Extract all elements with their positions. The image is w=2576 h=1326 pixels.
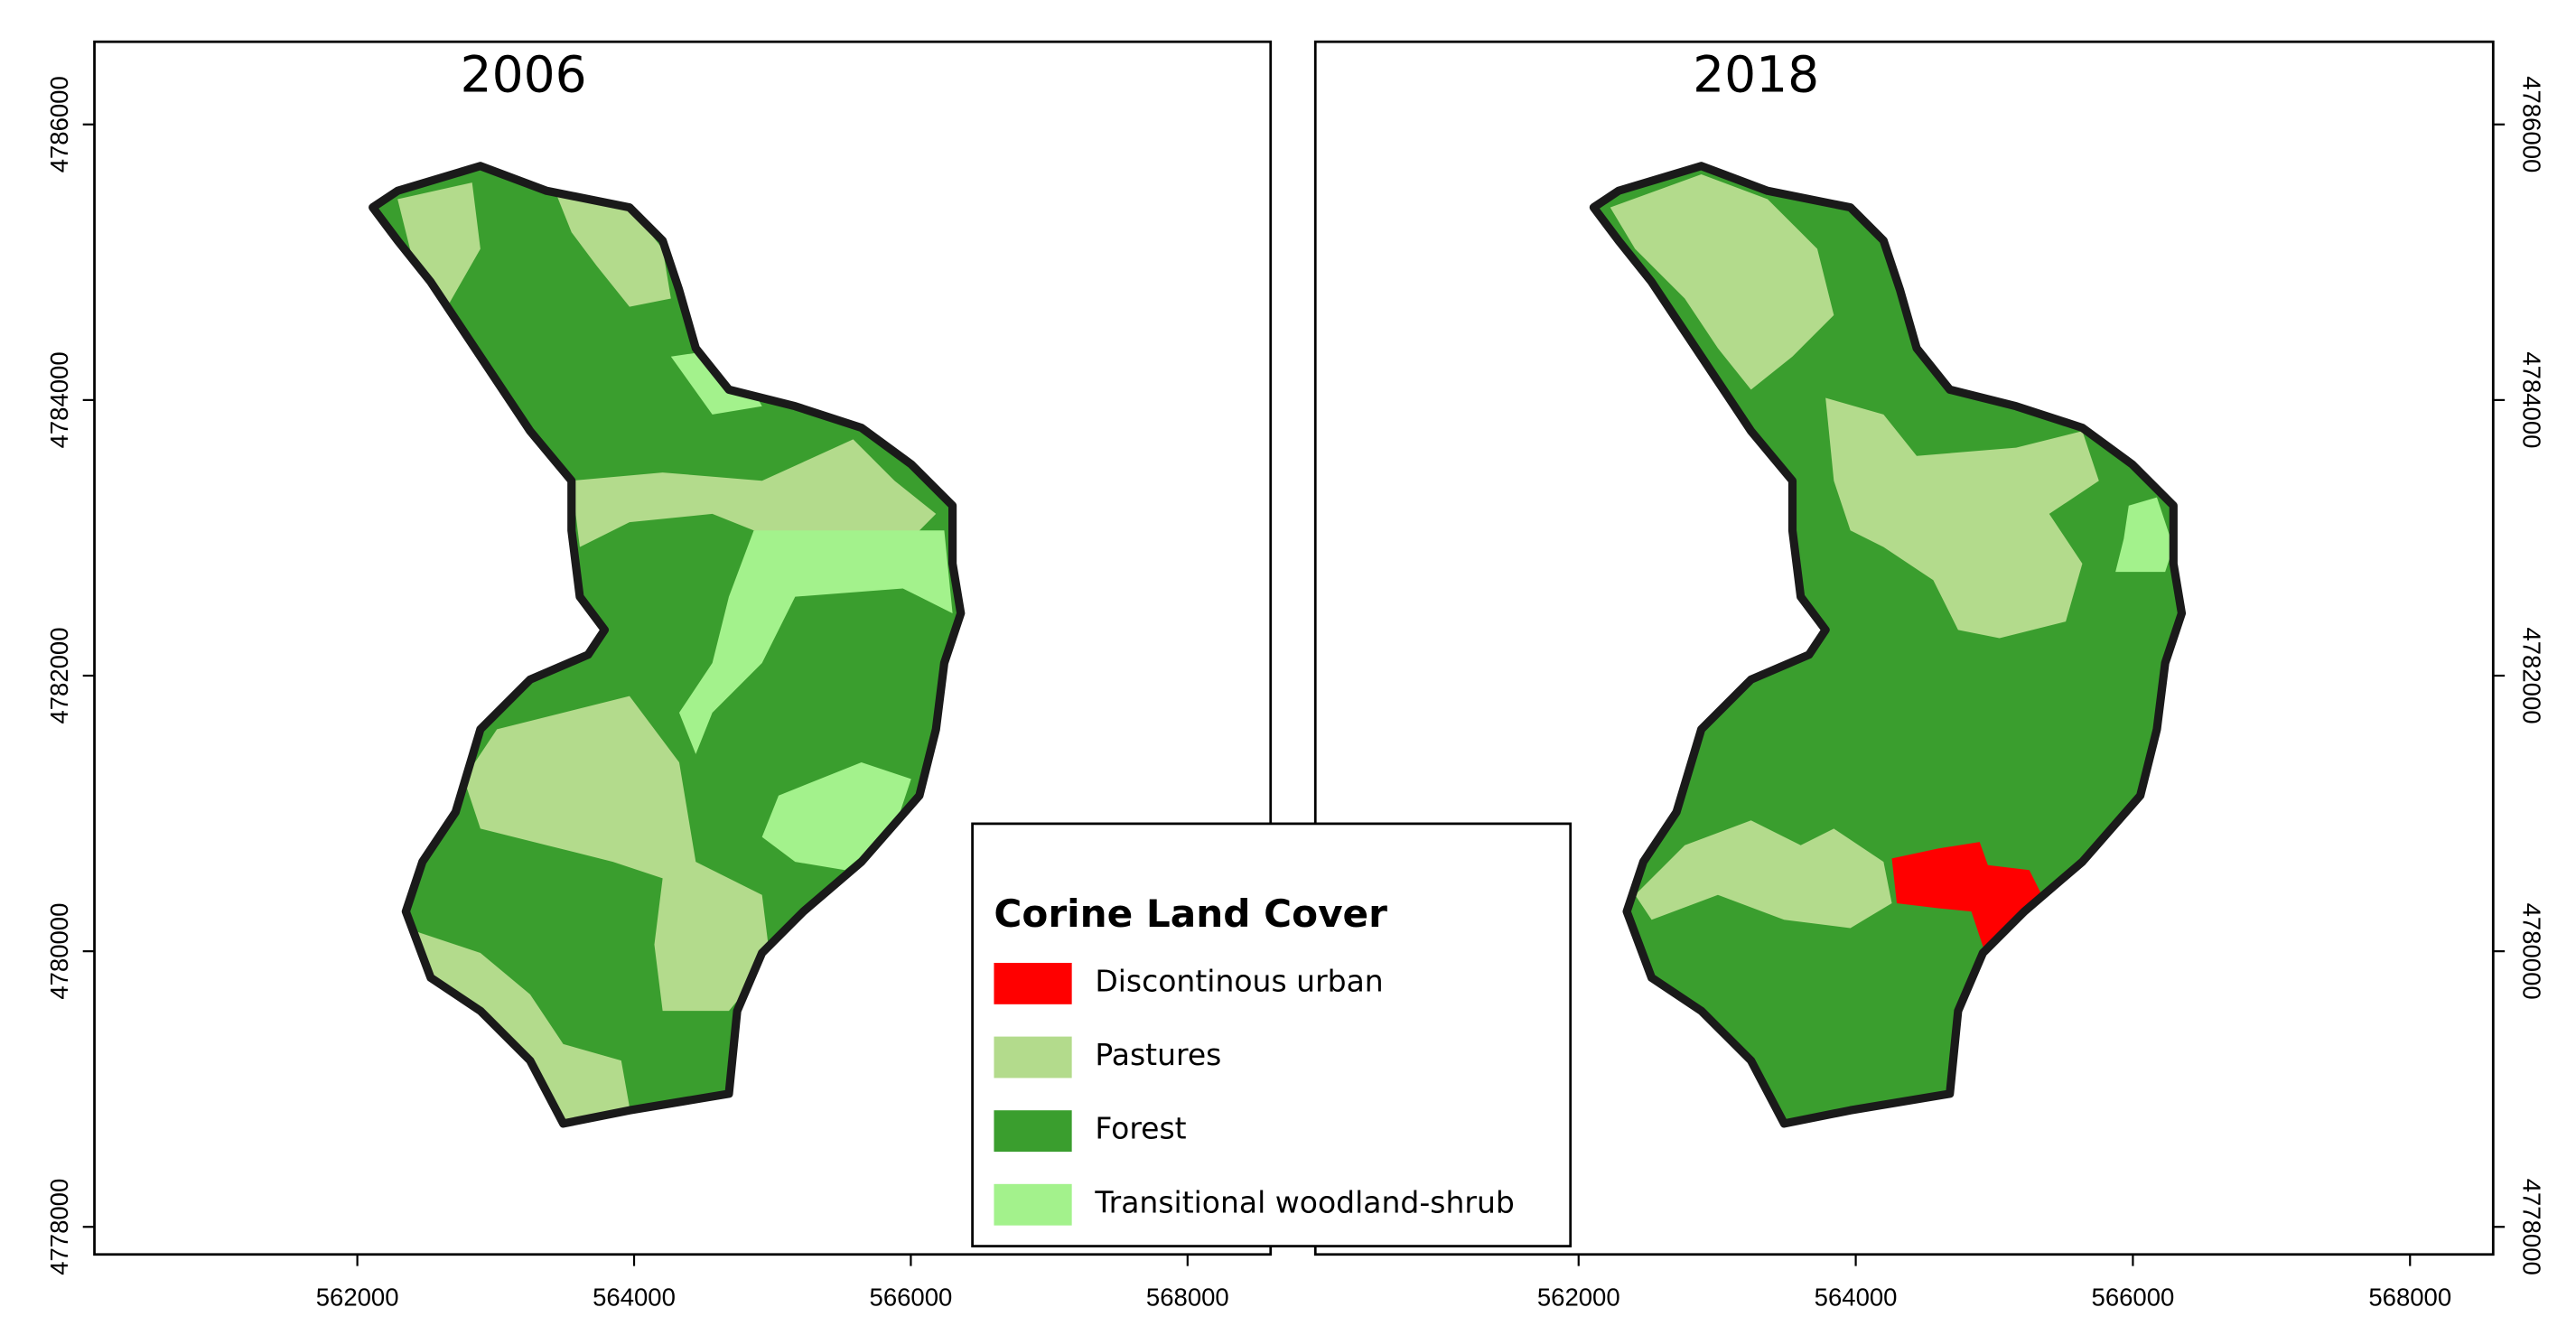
- y-tick-label: 4780000: [45, 903, 73, 1000]
- pasture-area: [397, 182, 481, 307]
- legend-label: Transitional woodland-shrub: [1094, 1184, 1514, 1219]
- legend-label: Forest: [1095, 1111, 1186, 1146]
- x-tick-label: 564000: [1815, 1284, 1898, 1312]
- legend: Corine Land Cover Discontinous urban Past…: [971, 822, 1573, 1247]
- y-tick-label: 4784000: [2517, 351, 2545, 448]
- x-tick-label: 568000: [2368, 1284, 2451, 1312]
- legend-swatch: [994, 1036, 1072, 1079]
- legend-swatch: [994, 962, 1072, 1004]
- panel-frame: [1313, 40, 2495, 1256]
- pasture-area: [1825, 397, 2099, 639]
- panel-title: 2018: [1693, 46, 1819, 104]
- x-tick-label: 566000: [2092, 1284, 2175, 1312]
- shrub-area: [2115, 497, 2174, 573]
- legend-label: Pastures: [1095, 1037, 1221, 1072]
- shrub-area: [670, 348, 762, 415]
- x-tick-label: 566000: [870, 1284, 953, 1312]
- legend-box: [971, 822, 1573, 1247]
- pasture-area: [555, 191, 671, 307]
- x-tick-label: 564000: [593, 1284, 676, 1312]
- pasture-area: [571, 439, 937, 547]
- legend-swatch: [994, 1183, 1072, 1226]
- panel-frame: [93, 40, 1273, 1256]
- y-tick-label: 4786000: [45, 76, 73, 173]
- legend-swatch: [994, 1110, 1072, 1153]
- shrub-area: [678, 530, 953, 754]
- legend-label: Discontinous urban: [1095, 963, 1383, 998]
- catchment-2006: [373, 166, 961, 1124]
- pasture-area: [406, 928, 630, 1124]
- y-tick-label: 4782000: [2517, 627, 2545, 724]
- y-tick-label: 4778000: [2517, 1179, 2545, 1275]
- y-tick-label: 4780000: [2517, 903, 2545, 1000]
- x-tick-label: 562000: [316, 1284, 399, 1312]
- y-tick-label: 4782000: [45, 627, 73, 724]
- x-tick-label: 562000: [1537, 1284, 1620, 1312]
- panel-title: 2006: [461, 46, 587, 104]
- x-tick-label: 568000: [1146, 1284, 1229, 1312]
- y-tick-label: 4784000: [45, 351, 73, 448]
- legend-title: Corine Land Cover: [994, 892, 1387, 936]
- pasture-area: [1610, 173, 1834, 390]
- y-tick-label: 4778000: [45, 1179, 73, 1275]
- y-tick-label: 4786000: [2517, 76, 2545, 173]
- pasture-area: [463, 696, 770, 1012]
- pasture-area: [1635, 820, 1892, 929]
